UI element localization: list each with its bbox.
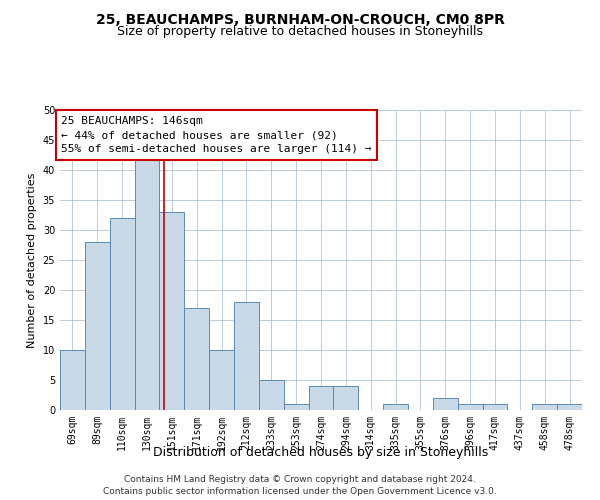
Text: Size of property relative to detached houses in Stoneyhills: Size of property relative to detached ho… [117,25,483,38]
Bar [134,158,160,410]
Bar [259,380,284,410]
Bar [334,386,358,410]
Text: Contains HM Land Registry data © Crown copyright and database right 2024.: Contains HM Land Registry data © Crown c… [124,476,476,484]
Text: Distribution of detached houses by size in Stoneyhills: Distribution of detached houses by size … [154,446,488,459]
Bar [160,212,184,410]
Bar [284,404,308,410]
Bar [482,404,508,410]
Text: 25 BEAUCHAMPS: 146sqm
← 44% of detached houses are smaller (92)
55% of semi-deta: 25 BEAUCHAMPS: 146sqm ← 44% of detached … [61,116,372,154]
Bar [85,242,110,410]
Bar [557,404,582,410]
Bar [383,404,408,410]
Bar [308,386,334,410]
Bar [184,308,209,410]
Bar [209,350,234,410]
Bar [110,218,134,410]
Text: Contains public sector information licensed under the Open Government Licence v3: Contains public sector information licen… [103,486,497,496]
Bar [433,398,458,410]
Bar [532,404,557,410]
Y-axis label: Number of detached properties: Number of detached properties [27,172,37,348]
Text: 25, BEAUCHAMPS, BURNHAM-ON-CROUCH, CM0 8PR: 25, BEAUCHAMPS, BURNHAM-ON-CROUCH, CM0 8… [95,12,505,26]
Bar [458,404,482,410]
Bar [60,350,85,410]
Bar [234,302,259,410]
